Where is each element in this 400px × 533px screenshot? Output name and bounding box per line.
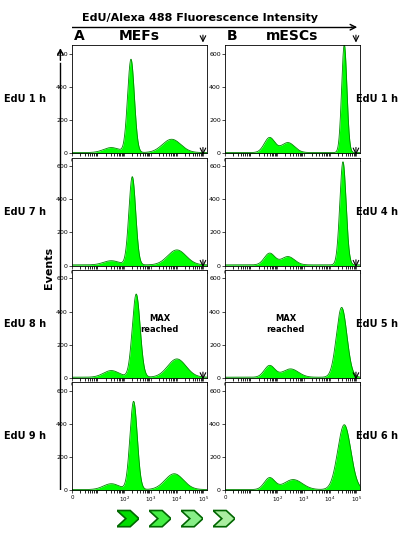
Text: MAX
reached: MAX reached bbox=[140, 314, 179, 334]
Text: EdU 8 h: EdU 8 h bbox=[4, 319, 46, 329]
Text: B: B bbox=[227, 29, 238, 43]
Polygon shape bbox=[117, 511, 139, 527]
Polygon shape bbox=[181, 511, 203, 527]
Text: EdU 9 h: EdU 9 h bbox=[4, 431, 46, 441]
Text: EdU 1 h: EdU 1 h bbox=[356, 94, 398, 104]
Text: MAX
reached: MAX reached bbox=[266, 314, 305, 334]
Text: A: A bbox=[74, 29, 85, 43]
Polygon shape bbox=[213, 511, 235, 527]
Text: EdU/Alexa 488 Fluorescence Intensity: EdU/Alexa 488 Fluorescence Intensity bbox=[82, 13, 318, 23]
Text: EdU 6 h: EdU 6 h bbox=[356, 431, 398, 441]
Text: EdU 1 h: EdU 1 h bbox=[4, 94, 46, 104]
Text: EdU 4 h: EdU 4 h bbox=[356, 207, 398, 217]
Text: mESCs: mESCs bbox=[266, 29, 319, 43]
Text: Events: Events bbox=[44, 247, 54, 289]
Polygon shape bbox=[149, 511, 171, 527]
Text: EdU 5 h: EdU 5 h bbox=[356, 319, 398, 329]
Text: EdU 7 h: EdU 7 h bbox=[4, 207, 46, 217]
Text: MEFs: MEFs bbox=[119, 29, 160, 43]
